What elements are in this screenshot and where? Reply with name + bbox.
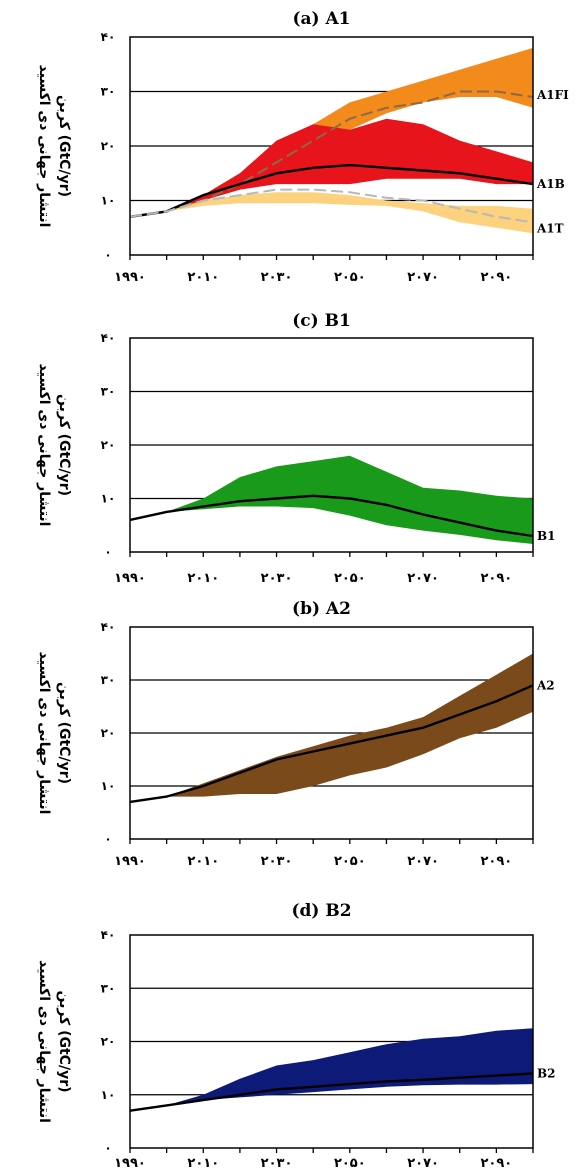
y-axis-label-line1: انتشار جهانی دی اکسید — [36, 364, 52, 527]
y-tick-label: ۳۰ — [101, 981, 116, 995]
series-label-a1t: A1T — [536, 221, 564, 235]
y-tick-label: ۴۰ — [101, 331, 116, 345]
plot-frame — [129, 337, 534, 553]
plot-frame — [129, 934, 534, 1149]
y-axis-label-line1: انتشار جهانی دی اکسید — [36, 65, 52, 228]
y-tick-label: ۰ — [104, 1141, 111, 1155]
x-tick-label: ۱۹۹۰ — [114, 854, 146, 869]
series-label-a1b: A1B — [536, 177, 565, 191]
x-tick-label: ۲۰۵۰ — [334, 854, 366, 869]
series-label-b2: B2 — [537, 1066, 556, 1080]
x-tick-label: ۲۰۱۰ — [187, 1156, 219, 1171]
x-tick-label: ۱۹۹۰ — [114, 270, 146, 285]
x-tick-label: ۲۰۹۰ — [480, 270, 512, 285]
line-b1 — [129, 494, 534, 538]
y-tick-label: ۲۰ — [101, 139, 116, 153]
y-tick-label: ۴۰ — [101, 928, 116, 942]
y-tick-label: ۳۰ — [101, 385, 116, 399]
y-axis-label: انتشار جهانی دی اکسید کربن (GtC/yr) — [36, 364, 72, 527]
y-axis-label-line2: کربن (GtC/yr) — [56, 394, 72, 496]
y-tick-label: ۱۰ — [101, 779, 116, 793]
x-tick-label: ۲۰۷۰ — [407, 1156, 439, 1171]
x-tick-label: ۲۰۷۰ — [407, 270, 439, 285]
band-b1 — [130, 455, 533, 544]
x-tick-label: ۲۰۵۰ — [334, 270, 366, 285]
x-tick-label: ۲۰۵۰ — [334, 571, 366, 586]
chart-title: (d) B2 — [291, 901, 351, 921]
y-axis-label-line1: انتشار جهانی دی اکسید — [36, 960, 52, 1123]
chart-title: (c) B1 — [292, 311, 351, 331]
x-tick-label: ۱۹۹۰ — [114, 1156, 146, 1171]
x-tick-label: ۲۰۹۰ — [480, 854, 512, 869]
plot-frame — [129, 626, 534, 840]
x-tick-label: ۲۰۷۰ — [407, 571, 439, 586]
y-tick-label: ۲۰ — [101, 726, 116, 740]
y-tick-label: ۳۰ — [101, 85, 116, 99]
y-axis-label-line2: کربن (GtC/yr) — [56, 95, 72, 197]
x-tick-label: ۲۰۳۰ — [261, 854, 293, 869]
y-tick-label: ۲۰ — [101, 438, 116, 452]
y-tick-label: ۱۰ — [101, 492, 116, 506]
x-tick-label: ۲۰۹۰ — [480, 1156, 512, 1171]
x-tick-label: ۱۹۹۰ — [114, 571, 146, 586]
line-b2 — [129, 1072, 534, 1112]
x-tick-label: ۲۰۹۰ — [480, 571, 512, 586]
line-a2 — [129, 684, 534, 804]
x-tick-label: ۲۰۱۰ — [187, 270, 219, 285]
y-axis-label: انتشار جهانی دی اکسید کربن (GtC/yr) — [36, 65, 72, 228]
band-a1b — [130, 118, 533, 217]
y-axis-label: انتشار جهانی دی اکسید کربن (GtC/yr) — [36, 652, 72, 815]
line-a1t — [129, 188, 534, 224]
series-label-a2: A2 — [536, 678, 555, 692]
x-tick-label: ۲۰۳۰ — [261, 1156, 293, 1171]
plot-frame — [129, 36, 534, 256]
band-a2 — [130, 653, 533, 802]
y-tick-label: ۲۰ — [101, 1035, 116, 1049]
y-tick-label: ۴۰ — [101, 620, 116, 634]
band-b2 — [130, 1028, 533, 1111]
series-label-b1: B1 — [537, 529, 556, 543]
y-axis-label: انتشار جهانی دی اکسید کربن (GtC/yr) — [36, 960, 72, 1123]
band-a1t — [130, 192, 533, 234]
x-tick-label: ۲۰۱۰ — [187, 854, 219, 869]
series-label-a1fi: A1FI — [536, 88, 569, 102]
x-tick-label: ۲۰۷۰ — [407, 854, 439, 869]
y-tick-label: ۱۰ — [101, 194, 116, 208]
x-tick-label: ۲۰۵۰ — [334, 1156, 366, 1171]
y-tick-label: ۰ — [104, 832, 111, 846]
y-tick-label: ۰ — [104, 248, 111, 262]
y-tick-label: ۰ — [104, 545, 111, 559]
chart-title: (b) A2 — [292, 599, 351, 619]
x-tick-label: ۲۰۳۰ — [261, 571, 293, 586]
y-axis-label-line1: انتشار جهانی دی اکسید — [36, 652, 52, 815]
x-tick-label: ۲۰۱۰ — [187, 571, 219, 586]
y-tick-label: ۴۰ — [101, 30, 116, 44]
y-axis-label-line2: کربن (GtC/yr) — [56, 682, 72, 784]
chart-title: (a) A1 — [292, 9, 350, 29]
y-axis-label-line2: کربن (GtC/yr) — [56, 991, 72, 1093]
x-tick-label: ۲۰۳۰ — [261, 270, 293, 285]
line-a1b — [129, 163, 534, 218]
y-tick-label: ۳۰ — [101, 673, 116, 687]
y-tick-label: ۱۰ — [101, 1088, 116, 1102]
